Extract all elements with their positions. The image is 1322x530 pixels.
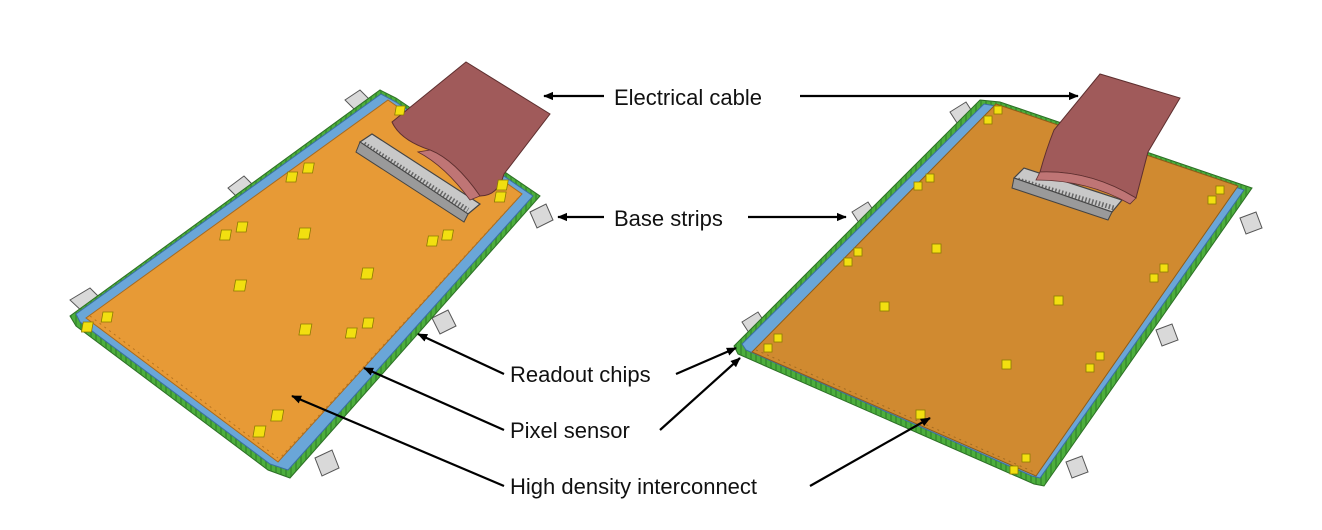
arrow-hdi-left <box>291 394 505 488</box>
arrow-sensor-left <box>363 366 505 432</box>
label-readout-chips: Readout chips <box>510 362 651 387</box>
left-readout-chips <box>80 105 509 438</box>
right-readout-chips <box>763 105 1225 475</box>
arrow-readout-left <box>417 333 505 375</box>
arrow-readout-right <box>675 346 737 376</box>
leader-arrows <box>291 91 1079 488</box>
label-base-strips: Base strips <box>614 206 723 231</box>
arrow-sensor-right <box>659 357 741 431</box>
left-module <box>69 61 554 479</box>
labels: Electrical cable Base strips Readout chi… <box>510 85 762 499</box>
label-pixel-sensor: Pixel sensor <box>510 418 630 443</box>
label-electrical-cable: Electrical cable <box>614 85 762 110</box>
right-mounting-tabs <box>741 101 1263 479</box>
arrow-hdi-right <box>809 417 931 487</box>
right-module <box>733 73 1263 487</box>
label-hdi: High density interconnect <box>510 474 757 499</box>
